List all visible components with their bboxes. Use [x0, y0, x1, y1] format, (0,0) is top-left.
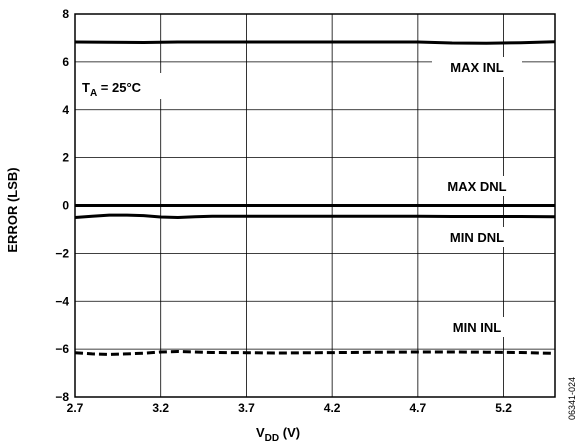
figure-code: 06341-024	[567, 377, 577, 420]
y-tick-label: −8	[55, 390, 69, 404]
tick-labels: 2.7 3.2 3.7 4.2 4.7 5.2 8 6 4 2 0 −2 −4 −6 −8	[55, 7, 512, 415]
ta-rest: = 25°C	[97, 80, 141, 95]
max-inl-label: MAX INL	[450, 60, 504, 75]
y-axis-title: ERROR (LSB)	[5, 167, 20, 252]
y-tick-label: 4	[62, 103, 69, 117]
x-tick-label: 3.2	[152, 401, 169, 415]
y-tick-label: −6	[55, 342, 69, 356]
max-dnl-label: MAX DNL	[447, 179, 506, 194]
min-dnl-label: MIN DNL	[450, 230, 504, 245]
y-tick-label: 6	[62, 55, 69, 69]
x-axis-title: VDD (V)	[256, 425, 300, 444]
min-inl-label: MIN INL	[453, 320, 501, 335]
x-tick-label: 4.7	[410, 401, 427, 415]
series-min-dnl	[74, 213, 556, 219]
y-tick-label: 8	[62, 7, 69, 21]
temperature-annotation: TA = 25°C	[82, 80, 142, 99]
y-tick-label: −2	[55, 246, 69, 260]
y-tick-label: −4	[55, 294, 69, 308]
y-tick-label: 2	[62, 151, 69, 165]
temperature-annotation-bg	[78, 73, 178, 99]
x-tick-label: 2.7	[67, 401, 84, 415]
max-inl-label-bg	[432, 57, 522, 77]
series-layer	[74, 40, 556, 356]
y-tick-label: 0	[62, 199, 69, 213]
x-tick-label: 4.2	[324, 401, 341, 415]
min-inl-label-bg	[436, 317, 520, 337]
x-tick-label: 3.7	[238, 401, 255, 415]
x-axis-title-main: V	[256, 425, 265, 440]
x-axis-title-sub: DD	[265, 433, 279, 444]
ta-sub: A	[90, 88, 97, 99]
series-max-inl	[74, 40, 556, 45]
max-dnl-label-bg	[430, 176, 524, 196]
plot-frame	[74, 13, 556, 398]
x-axis-title-unit: (V)	[279, 425, 300, 440]
series-min-inl	[74, 350, 556, 356]
min-dnl-label-bg	[432, 227, 524, 247]
ta-main: T	[82, 80, 90, 95]
x-tick-label: 5.2	[495, 401, 512, 415]
